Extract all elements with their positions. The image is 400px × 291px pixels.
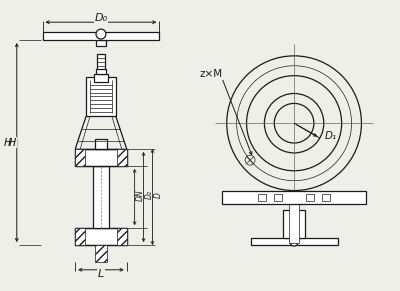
- Bar: [95, 139, 107, 149]
- Text: D₀: D₀: [94, 13, 108, 23]
- Text: L: L: [98, 269, 104, 279]
- Bar: [75, 149, 127, 166]
- Bar: [42, 32, 159, 40]
- Text: H: H: [8, 138, 16, 148]
- Bar: [289, 196, 299, 243]
- Bar: [95, 245, 107, 262]
- Bar: [94, 74, 108, 81]
- Bar: [322, 194, 330, 201]
- Text: D₁: D₁: [325, 131, 337, 141]
- Text: D₂: D₂: [144, 191, 154, 199]
- Text: z×M: z×M: [200, 69, 223, 79]
- Bar: [283, 210, 305, 238]
- Bar: [117, 149, 127, 166]
- Bar: [117, 228, 127, 245]
- Text: H: H: [4, 138, 12, 148]
- Bar: [222, 191, 366, 205]
- Circle shape: [290, 238, 298, 246]
- Bar: [75, 228, 127, 245]
- Text: D: D: [154, 192, 162, 198]
- Bar: [93, 166, 109, 228]
- Circle shape: [96, 29, 106, 39]
- Bar: [97, 54, 105, 77]
- Bar: [86, 77, 116, 116]
- Text: DN: DN: [136, 189, 145, 201]
- Bar: [306, 194, 314, 201]
- Bar: [274, 194, 282, 201]
- Bar: [96, 40, 106, 46]
- Bar: [250, 238, 338, 245]
- Bar: [96, 69, 106, 74]
- Bar: [75, 228, 127, 245]
- Bar: [75, 149, 127, 166]
- Bar: [75, 228, 85, 245]
- Bar: [258, 194, 266, 201]
- Bar: [75, 149, 85, 166]
